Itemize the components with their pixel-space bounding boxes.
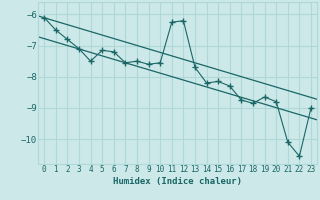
X-axis label: Humidex (Indice chaleur): Humidex (Indice chaleur) bbox=[113, 177, 242, 186]
